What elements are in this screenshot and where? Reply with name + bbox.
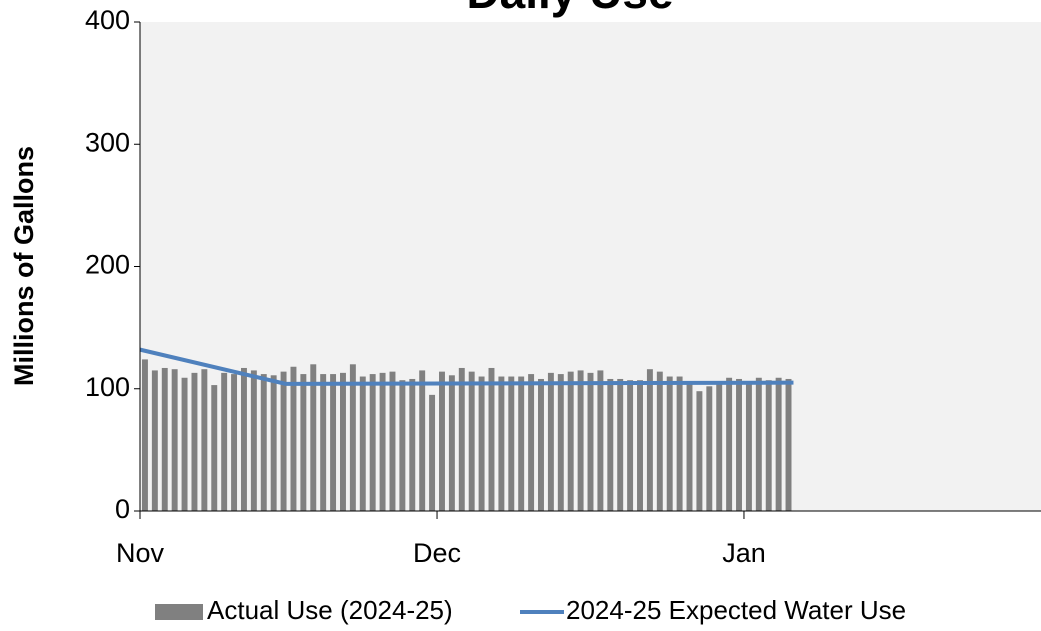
bar: [627, 380, 634, 511]
bar: [577, 370, 584, 511]
y-tick-label: 300: [85, 127, 130, 157]
bar: [755, 377, 762, 511]
bar: [211, 385, 218, 511]
bar: [488, 367, 495, 511]
bar: [765, 380, 772, 511]
x-tick-label: Dec: [413, 538, 461, 568]
bar: [399, 380, 406, 511]
y-tick-label: 0: [115, 494, 130, 524]
x-tick-label: Nov: [116, 538, 165, 568]
bar: [468, 371, 475, 511]
bar: [231, 374, 238, 511]
bar: [528, 374, 535, 511]
bar: [607, 378, 614, 511]
bar: [508, 376, 515, 511]
y-tick-label: 400: [85, 5, 130, 35]
bar: [547, 372, 554, 511]
bar: [686, 382, 693, 511]
bar: [518, 376, 525, 511]
bar: [320, 374, 327, 511]
bar: [448, 375, 455, 511]
bar: [310, 364, 317, 511]
bar: [141, 359, 148, 511]
bar: [260, 374, 267, 511]
bar: [478, 376, 485, 511]
bar: [419, 370, 426, 511]
bar: [340, 372, 346, 511]
bar: [637, 380, 643, 511]
legend-label: 2024-25 Expected Water Use: [566, 595, 906, 625]
bar: [458, 367, 465, 511]
bar: [567, 371, 574, 511]
chart-title: Daily Use: [466, 0, 673, 18]
bar: [716, 381, 723, 511]
bar: [745, 381, 752, 511]
bar: [785, 378, 792, 511]
bar: [409, 378, 416, 511]
bar: [161, 367, 168, 511]
y-tick-label: 200: [85, 250, 130, 280]
bar: [349, 364, 356, 511]
bar: [538, 378, 544, 511]
bar: [726, 377, 733, 511]
bar: [775, 377, 782, 511]
bar: [429, 394, 436, 511]
bar: [240, 367, 247, 511]
bar: [676, 376, 683, 511]
bar: [359, 376, 366, 511]
bar: [666, 376, 673, 511]
bar: [300, 374, 307, 511]
bar: [171, 369, 178, 511]
bar: [696, 391, 703, 511]
bar: [181, 377, 188, 511]
y-tick-label: 100: [85, 372, 130, 402]
bar: [557, 374, 564, 511]
bar: [646, 369, 653, 511]
bar: [439, 371, 445, 511]
bar: [201, 369, 208, 511]
bar: [389, 371, 396, 511]
bar: [656, 371, 663, 511]
bar: [587, 372, 594, 511]
x-tick-label: Jan: [722, 538, 766, 568]
bar: [290, 366, 297, 511]
bar: [498, 376, 505, 511]
bar: [270, 375, 277, 511]
bar: [736, 378, 742, 511]
legend-label: Actual Use (2024-25): [207, 595, 453, 625]
line: [139, 347, 794, 386]
bar: [191, 372, 198, 511]
bar: [151, 370, 158, 511]
bar: [250, 370, 257, 511]
bar: [617, 378, 624, 511]
legend-swatch: [155, 604, 203, 620]
y-axis-label: Millions of Gallons: [9, 146, 39, 386]
bar: [379, 372, 386, 511]
bar: [597, 370, 604, 511]
bar: [706, 386, 713, 511]
bar: [280, 371, 287, 511]
bar: [221, 372, 228, 511]
bar: [369, 374, 376, 511]
bar: [330, 374, 337, 511]
